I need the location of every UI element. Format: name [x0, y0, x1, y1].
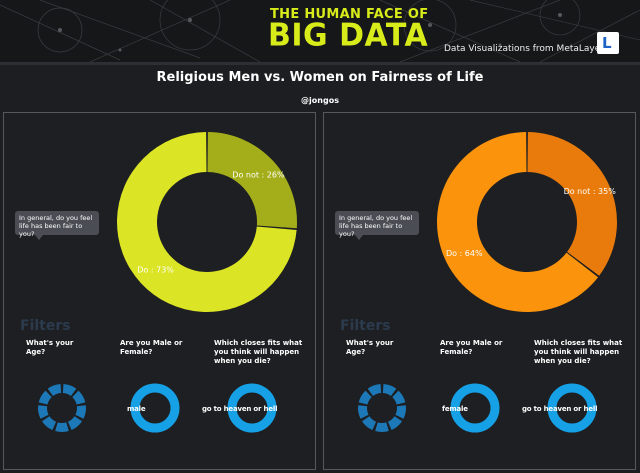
age-segment[interactable] — [382, 384, 397, 396]
donut-slice-label: Do not : 26% — [232, 171, 285, 180]
logo-line-1: THE HUMAN FACE OF — [270, 7, 429, 22]
fairness-donut-chart: Do not : 35% Do : 64% — [437, 132, 618, 312]
age-segment[interactable] — [358, 390, 372, 405]
page-title: Religious Men vs. Women on Fairness of L… — [156, 70, 484, 85]
filter-age-question: What's your Age? — [26, 339, 74, 356]
header-separator — [0, 62, 640, 65]
filter-gender-question: Are you Male or Female? — [440, 339, 503, 356]
afterlife-filter-value: go to heaven or hell — [202, 405, 278, 413]
afterlife-filter-value: go to heaven or hell — [522, 405, 598, 413]
donut-slice-label: Do not : 35% — [564, 187, 617, 196]
filters-heading: Filters — [340, 318, 391, 334]
filter-age-question: What's your Age? — [346, 339, 394, 356]
age-segment[interactable] — [62, 384, 77, 396]
panel-men: In general, do you feel life has been fa… — [3, 112, 316, 470]
donut-slice-do-not[interactable] — [207, 132, 298, 229]
age-segment[interactable] — [367, 384, 382, 396]
age-segment[interactable] — [387, 416, 403, 431]
age-segment[interactable] — [375, 422, 389, 432]
panel-women: In general, do you feel life has been fa… — [323, 112, 636, 470]
gender-filter-donut[interactable] — [128, 381, 182, 435]
afterlife-ring[interactable] — [547, 383, 597, 433]
age-segment[interactable] — [358, 405, 369, 419]
filter-gender-question: Are you Male or Female? — [120, 339, 183, 356]
fairness-donut-chart: Do not : 26% Do : 73% — [117, 132, 298, 312]
donut-slice-do[interactable] — [117, 132, 297, 312]
age-segment[interactable] — [38, 390, 52, 405]
filter-afterlife-question: Which closes fits what you think will ha… — [534, 339, 623, 365]
filters-heading: Filters — [20, 318, 71, 334]
gender-filter-value: male — [127, 405, 146, 413]
age-segment[interactable] — [41, 416, 57, 431]
age-segment[interactable] — [38, 405, 49, 419]
author-handle[interactable]: @jongos — [301, 96, 339, 105]
header-subtitle: Data Visualizations from MetaLayer — [444, 44, 604, 54]
age-filter-donut[interactable] — [35, 381, 89, 435]
afterlife-filter-donut[interactable] — [545, 381, 599, 435]
gender-filter-value: female — [442, 405, 468, 413]
gender-ring[interactable] — [450, 383, 500, 433]
filter-afterlife-question: Which closes fits what you think will ha… — [214, 339, 303, 365]
donut-slice-label: Do : 64% — [446, 249, 483, 258]
gender-ring[interactable] — [130, 383, 180, 433]
age-segment[interactable] — [67, 416, 83, 431]
age-segment[interactable] — [72, 390, 86, 405]
metalayer-logo-icon[interactable]: L — [597, 32, 619, 54]
donut-slice-label: Do : 73% — [137, 265, 174, 274]
question-tooltip: In general, do you feel life has been fa… — [15, 211, 99, 240]
metalayer-logo-letter: L — [602, 34, 612, 52]
donut-slice-do-not[interactable] — [527, 132, 618, 276]
age-segment[interactable] — [47, 384, 62, 396]
age-segment[interactable] — [392, 390, 406, 405]
gender-filter-donut[interactable] — [448, 381, 502, 435]
age-segment[interactable] — [361, 416, 377, 431]
age-segment[interactable] — [395, 405, 406, 419]
site-header: THE HUMAN FACE OF BIG DATA Data Visualiz… — [0, 0, 640, 62]
afterlife-ring[interactable] — [227, 383, 277, 433]
age-segment[interactable] — [75, 405, 86, 419]
age-segment[interactable] — [55, 422, 69, 432]
age-filter-donut[interactable] — [355, 381, 409, 435]
donut-slice-do[interactable] — [437, 132, 599, 312]
logo-line-2: BIG DATA — [268, 17, 429, 54]
header-network-background — [0, 0, 640, 62]
question-tooltip: In general, do you feel life has been fa… — [335, 211, 419, 240]
afterlife-filter-donut[interactable] — [225, 381, 279, 435]
